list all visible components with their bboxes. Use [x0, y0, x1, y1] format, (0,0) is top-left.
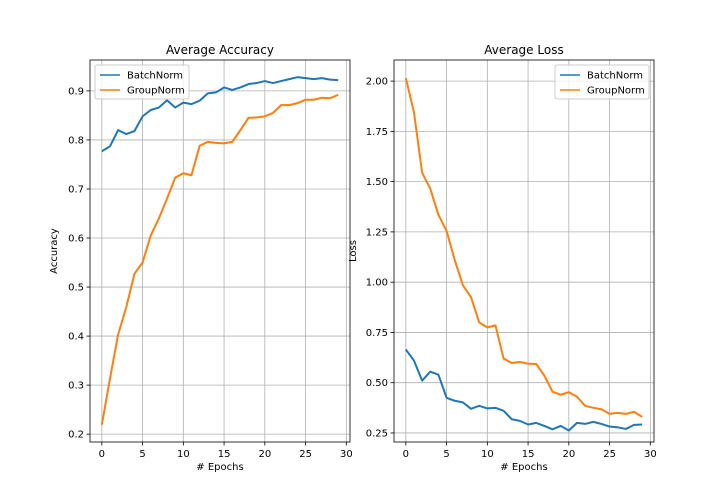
- accuracy-y-tick-label: 0.5: [68, 283, 84, 294]
- accuracy-y-tick-label: 0.4: [68, 332, 84, 343]
- loss-y-ticks: 0.25 0.50 0.75 1.00 1.25 1.50 1.75 2.00: [366, 77, 394, 439]
- loss-y-tick-label: 0.50: [366, 378, 388, 389]
- accuracy-series-batchnorm: [101, 76, 339, 153]
- accuracy-series-groupnorm: [100, 93, 339, 426]
- loss-series-batchnorm: [405, 348, 643, 432]
- accuracy-y-tick-label: 0.3: [68, 381, 84, 392]
- accuracy-series: [100, 76, 339, 426]
- loss-y-axis-label: Loss: [348, 240, 359, 262]
- loss-chart: 0 5 10 15 20 25 30 0.25 0.50 0.75 1.00 1.25 1.50 1.7…: [348, 43, 657, 473]
- accuracy-legend: BatchNorm GroupNorm: [94, 64, 190, 100]
- accuracy-y-tick-label: 0.6: [68, 234, 84, 245]
- loss-x-tick-label: 10: [481, 449, 494, 460]
- loss-y-tick-label: 2.00: [366, 77, 388, 88]
- loss-y-tick-label: 0.75: [366, 328, 388, 339]
- loss-y-tick-label: 1.00: [366, 278, 388, 289]
- loss-legend-label-batchnorm: BatchNorm: [587, 71, 643, 82]
- accuracy-x-tick-label: 10: [177, 449, 190, 460]
- accuracy-legend-label-groupnorm: GroupNorm: [127, 86, 185, 97]
- loss-x-tick-label: 0: [403, 449, 409, 460]
- loss-series: [404, 77, 643, 432]
- loss-x-tick-label: 30: [644, 449, 657, 460]
- accuracy-y-tick-label: 0.8: [68, 135, 84, 146]
- accuracy-chart-title: Average Accuracy: [166, 43, 274, 57]
- accuracy-x-tick-label: 15: [218, 449, 231, 460]
- accuracy-legend-label-batchnorm: BatchNorm: [127, 71, 183, 82]
- accuracy-x-tick-label: 20: [258, 449, 271, 460]
- accuracy-x-tick-label: 30: [340, 449, 353, 460]
- loss-plot-frame: [393, 59, 655, 443]
- loss-y-tick-label: 1.75: [366, 127, 388, 138]
- loss-x-ticks: 0 5 10 15 20 25 30: [403, 442, 657, 460]
- loss-x-tick-label: 25: [603, 449, 616, 460]
- accuracy-x-tick-label: 25: [299, 449, 312, 460]
- loss-series-groupnorm: [404, 77, 643, 418]
- accuracy-x-tick-label: 0: [99, 449, 105, 460]
- accuracy-y-axis-label: Accuracy: [49, 228, 60, 274]
- accuracy-x-axis-label: # Epochs: [196, 462, 243, 473]
- loss-legend: BatchNorm GroupNorm: [554, 64, 650, 100]
- accuracy-x-tick-label: 5: [139, 449, 145, 460]
- accuracy-y-tick-label: 0.7: [68, 184, 84, 195]
- accuracy-plot-frame: [89, 59, 351, 443]
- loss-chart-title: Average Loss: [484, 43, 563, 57]
- loss-y-tick-label: 1.50: [366, 177, 388, 188]
- loss-legend-label-groupnorm: GroupNorm: [587, 86, 645, 97]
- loss-y-tick-label: 1.25: [366, 227, 388, 238]
- loss-x-tick-label: 5: [443, 449, 449, 460]
- accuracy-chart: 0 5 10 15 20 25 30 0.2 0.3 0.4 0.5 0.6 0.7 0.8 0.9 Av…: [49, 43, 353, 473]
- loss-x-tick-label: 15: [522, 449, 535, 460]
- loss-x-axis-label: # Epochs: [500, 462, 547, 473]
- accuracy-y-ticks: 0.2 0.3 0.4 0.5 0.6 0.7 0.8 0.9: [68, 86, 90, 441]
- accuracy-y-tick-label: 0.2: [68, 430, 84, 441]
- accuracy-y-tick-label: 0.9: [68, 86, 84, 97]
- loss-x-tick-label: 20: [562, 449, 575, 460]
- loss-y-tick-label: 0.25: [366, 428, 388, 439]
- accuracy-x-ticks: 0 5 10 15 20 25 30: [99, 442, 353, 460]
